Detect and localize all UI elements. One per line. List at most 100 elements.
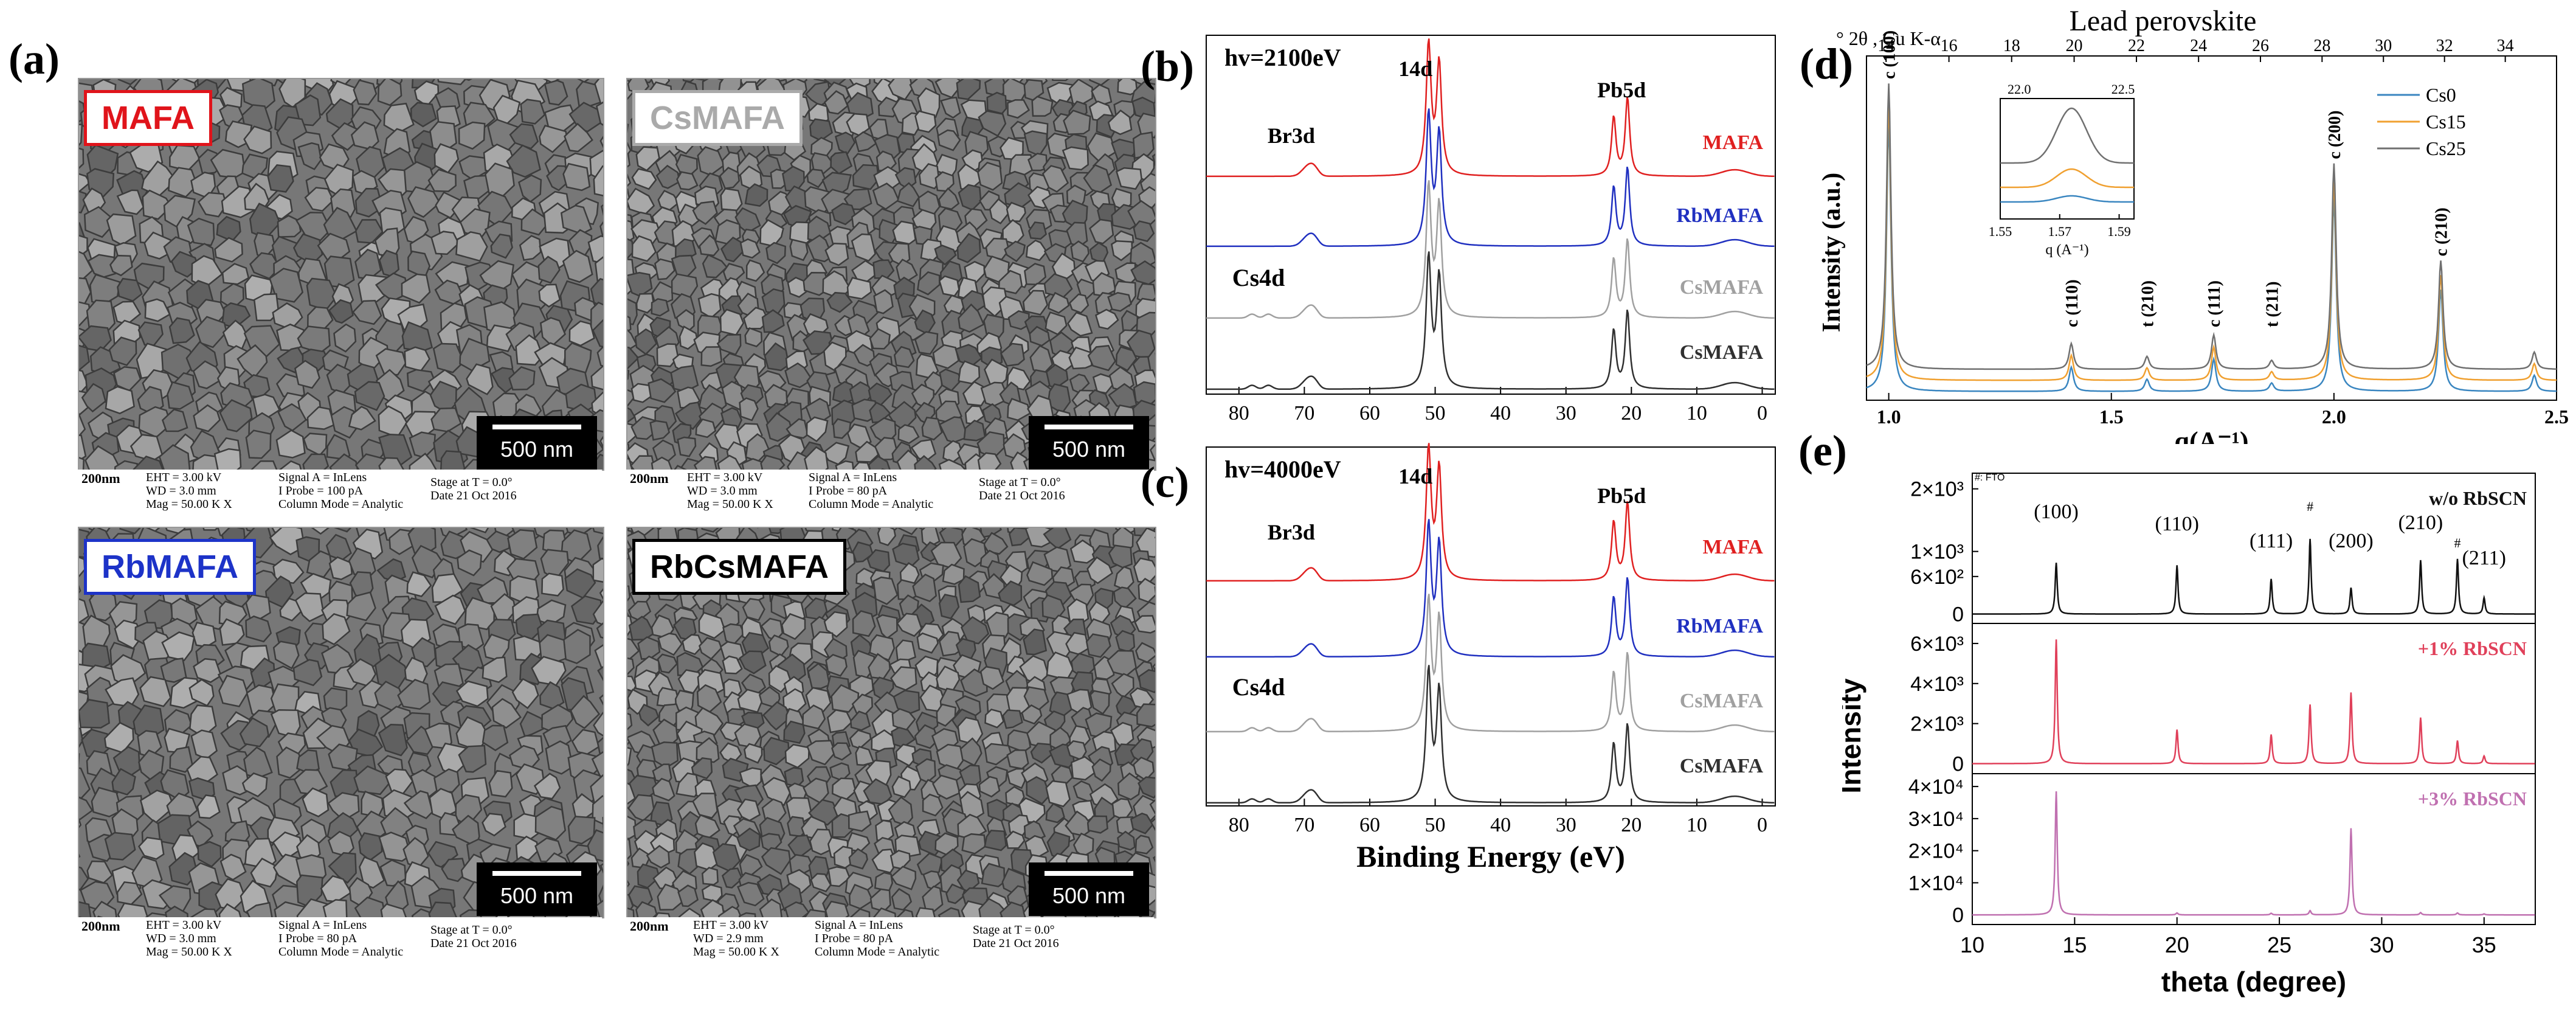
- panel-label-c: (c): [1141, 458, 1189, 507]
- inset-tick-label: 1.55: [1989, 224, 2012, 239]
- x-tick-label: 0: [1757, 814, 1767, 836]
- inset-top-tick-label: 22.0: [2008, 82, 2031, 97]
- meta-line: WD = 3.0 mm: [687, 484, 758, 498]
- plot-frame: [1866, 55, 2557, 401]
- peak-label: (100): [2034, 501, 2079, 523]
- series-label: MAFA: [1703, 131, 1764, 154]
- spectrum-line: [1206, 180, 1775, 319]
- sem-tag: CsMAFA: [632, 90, 803, 146]
- y-tick-label: 4×10⁴: [1908, 775, 1964, 799]
- sem-texture: [79, 79, 603, 470]
- meta-line: Column Mode = Analytic: [809, 498, 934, 511]
- x-tick-label: 50: [1425, 814, 1446, 836]
- x-tick-label: 0: [1757, 402, 1767, 420]
- meta-line: Mag = 50.00 K X: [146, 498, 232, 511]
- scale-label: 500 nm: [500, 883, 574, 908]
- photon-energy-annotation: hv=2100eV: [1224, 44, 1341, 71]
- meta-line: Stage at T = 0.0°: [430, 476, 513, 489]
- fto-mark: #: [2454, 535, 2461, 550]
- top-tick-label: 20: [2066, 36, 2083, 55]
- sem-image-mafa: MAFA 500 nm: [78, 78, 604, 471]
- sem-metadata-rbcsmafa: 200nm EHT = 3.00 kV WD = 2.9 mm Mag = 50.0…: [626, 917, 1154, 966]
- y-tick-label: 2×10⁴: [1908, 840, 1964, 863]
- meta-line: Date 21 Oct 2016: [973, 937, 1059, 950]
- scale-bar: 500 nm: [1029, 416, 1149, 470]
- x-tick-label: 60: [1359, 814, 1380, 836]
- subplot-label: w/o RbSCN: [2429, 487, 2527, 509]
- sem-tag-label: CsMAFA: [650, 100, 786, 136]
- top-tick-label: 24: [2190, 36, 2207, 55]
- legend-label: Cs15: [2426, 111, 2466, 133]
- y-tick-label: 2×10³: [1910, 713, 1964, 736]
- meta-line: Signal A = InLens: [809, 471, 897, 484]
- peak-label: t (210): [2138, 280, 2157, 327]
- y-tick-label: 4×10³: [1910, 673, 1964, 696]
- y-tick-label: 0: [1952, 603, 1964, 626]
- x-tick-label: 20: [1621, 814, 1642, 836]
- peak-label: Cs4d: [1232, 264, 1285, 291]
- y-tick-label: 6×10³: [1910, 633, 1964, 656]
- xrd-q-chart: Lead perovskite ° 2θ , Cu K-α14 16 18 20 22 24…: [1818, 5, 2569, 444]
- spectrum-line: [1206, 519, 1775, 658]
- meta-line: WD = 2.9 mm: [693, 932, 764, 945]
- y-tick-label: 0: [1952, 904, 1964, 927]
- sem-tag: RbMAFA: [84, 539, 256, 595]
- meta-line: I Probe = 80 pA: [815, 932, 894, 945]
- y-tick-label: 0: [1952, 753, 1964, 776]
- series-label: MAFA: [1703, 536, 1764, 558]
- peak-label: c (210): [2433, 207, 2451, 256]
- peak-label: t (211): [2263, 282, 2282, 327]
- x-tick-label: 30: [1556, 814, 1576, 836]
- y-tick-label: 6×10²: [1910, 566, 1964, 589]
- x-tick-label: 35: [2472, 932, 2496, 957]
- photon-energy-annotation: hv=4000eV: [1224, 456, 1341, 483]
- xrd-line: [1972, 639, 2535, 765]
- panel-label-e: (e): [1798, 426, 1847, 475]
- meta-line: WD = 3.0 mm: [146, 932, 216, 945]
- inset-tick-label: 1.59: [2107, 224, 2131, 239]
- series-label: CsMAFA: [1680, 276, 1764, 299]
- inset-top-tick-label: 22.5: [2112, 82, 2135, 97]
- sem-tag: RbCsMAFA: [632, 539, 846, 595]
- sem-metadata-mafa: 200nm EHT = 3.00 kV WD = 3.0 mm Mag = 50.0…: [78, 470, 602, 518]
- scale-label: 500 nm: [1052, 437, 1126, 462]
- peak-label: Pb5d: [1597, 78, 1646, 102]
- peak-label: Br3d: [1268, 520, 1315, 544]
- meta-line: Signal A = InLens: [278, 918, 367, 932]
- x-tick-label: 50: [1425, 402, 1446, 420]
- x-axis-label: q(A⁻¹): [2175, 426, 2249, 444]
- top-tick-label: 32: [2436, 36, 2453, 55]
- spectrum-line: [1206, 38, 1775, 178]
- y-tick-label: 1×10³: [1910, 541, 1964, 564]
- y-axis-label: Intensity (a.u.): [1818, 173, 1846, 333]
- sem-tag: MAFA: [84, 90, 212, 146]
- sem-texture: [79, 528, 603, 917]
- top-tick-label: 22: [2128, 36, 2145, 55]
- x-tick-label: 30: [2369, 932, 2394, 957]
- x-tick-label: 60: [1359, 402, 1380, 420]
- sem-metadata-csmafa: 200nm EHT = 3.00 kV WD = 3.0 mm Mag = 50.0…: [626, 470, 1154, 518]
- xrd-line: [1972, 791, 2535, 916]
- peak-label: 14d: [1398, 464, 1432, 488]
- top-tick-label: 30: [2375, 36, 2392, 55]
- scale-bar-label: 200nm: [630, 471, 669, 486]
- x-tick-label: 30: [1556, 402, 1576, 420]
- scale-bar: 500 nm: [1029, 862, 1149, 916]
- meta-line: Mag = 50.00 K X: [146, 945, 232, 959]
- y-tick-label: 3×10⁴: [1908, 808, 1964, 831]
- subplot-frame: [1972, 773, 2536, 925]
- subplot-label: +3% RbSCN: [2418, 788, 2527, 810]
- spectrum-line: [1206, 665, 1775, 804]
- peak-label: c (100): [1880, 30, 1899, 79]
- scale-label: 500 nm: [1052, 883, 1126, 908]
- spectrum-line: [1206, 594, 1775, 733]
- top-tick-label: 28: [2313, 36, 2330, 55]
- x-tick-label: 20: [1621, 402, 1642, 420]
- peak-label: c (110): [2063, 279, 2082, 327]
- sem-tag-label: RbCsMAFA: [650, 549, 829, 585]
- xrd-line: [1866, 83, 2557, 370]
- meta-line: Signal A = InLens: [815, 918, 903, 932]
- x-axis-label: Binding Energy (eV): [1356, 839, 1625, 873]
- spectrum-line: [1206, 443, 1775, 582]
- panel-label-b: (b): [1141, 42, 1194, 91]
